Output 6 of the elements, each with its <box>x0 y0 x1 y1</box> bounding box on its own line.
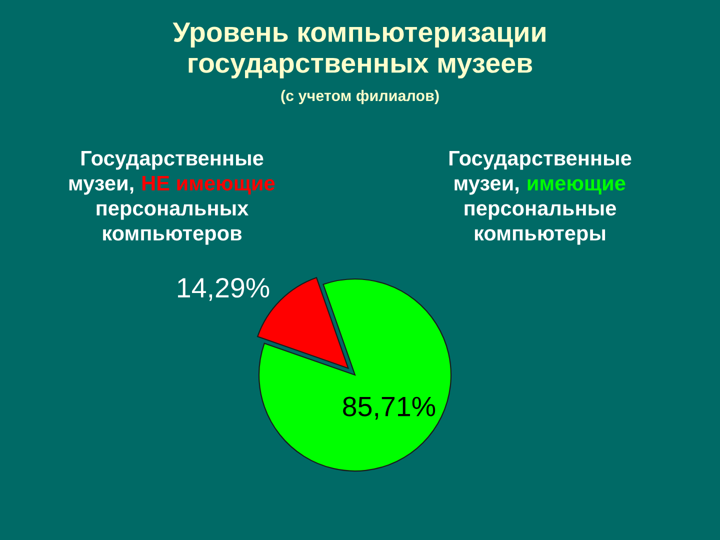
data-label: 85,71% <box>343 396 436 420</box>
slice-label: Государственные музеи, НЕ имеющие персональных компьютеров <box>69 151 275 245</box>
slice-label: Государственные музеи, имеющие персональные компьютеры <box>449 151 632 245</box>
chart-subtitle: (с учетом филиалов) <box>281 90 439 104</box>
chart-title: Уровень компьютеризации государственных музеев <box>172 22 546 78</box>
data-label: 14,29% <box>178 278 270 301</box>
